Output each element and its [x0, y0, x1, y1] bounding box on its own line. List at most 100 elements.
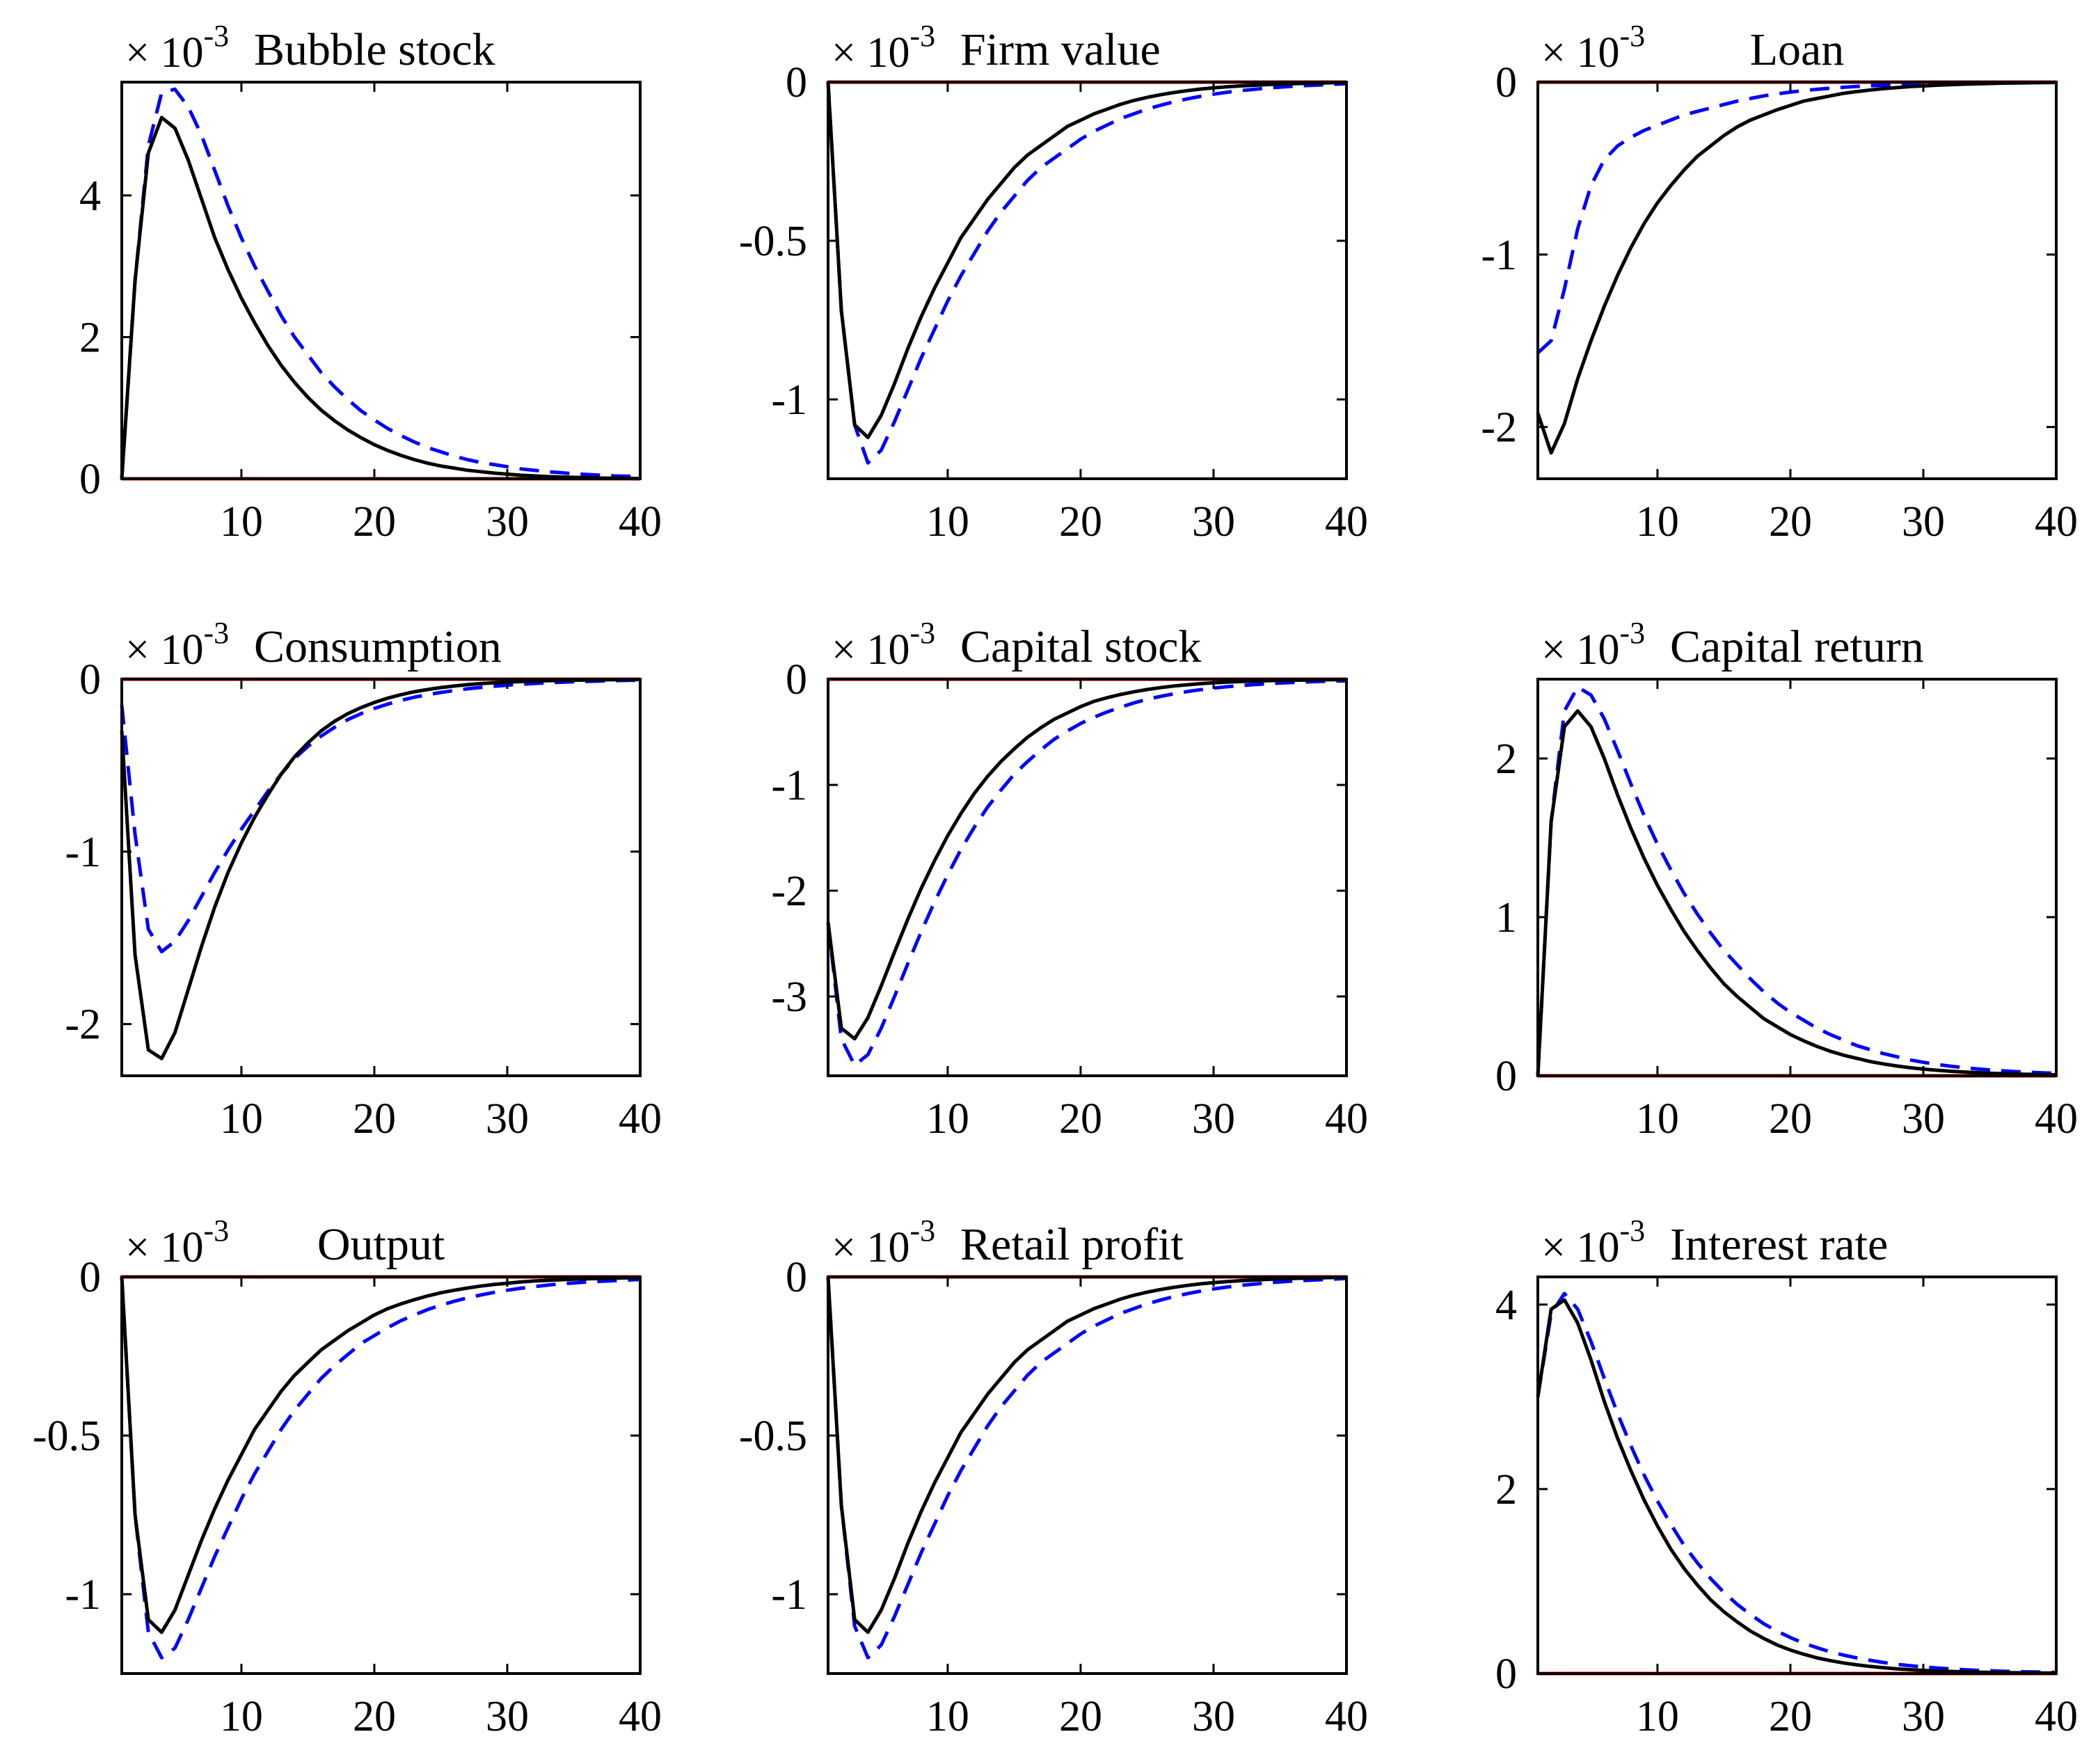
series-line-baseline — [826, 81, 1347, 440]
subplot-title: Retail profit — [960, 1219, 1184, 1270]
series-line-baseline — [1536, 81, 2057, 455]
y-tick-label: 4 — [79, 173, 101, 220]
series-line-baseline — [120, 116, 641, 481]
x-tick-label: 40 — [619, 1693, 662, 1740]
axes-box — [120, 81, 642, 480]
x-tick-label: 30 — [1192, 1693, 1235, 1740]
x-tick-label: 40 — [1325, 1693, 1368, 1740]
series-line-alternative — [120, 678, 641, 954]
x-tick-label: 10 — [1636, 498, 1679, 546]
axes-box — [120, 1276, 642, 1675]
y-tick-label: 0 — [786, 1254, 807, 1301]
series-line-baseline — [1536, 709, 2057, 1077]
axis-scale-base: × 10 — [832, 1224, 909, 1271]
x-tick-label: 30 — [486, 498, 529, 546]
x-tick-label: 10 — [220, 498, 263, 546]
axis-scale-factor: × 10-3 — [1541, 616, 1645, 674]
x-tick-label: 30 — [1192, 498, 1235, 546]
y-tick-label: 1 — [1495, 894, 1517, 941]
x-tick-label: 30 — [1902, 1095, 1945, 1143]
y-tick-label: 0 — [1495, 1053, 1517, 1100]
y-tick-label: 0 — [79, 656, 101, 704]
axis-scale-base: × 10 — [1541, 626, 1619, 674]
axes-box — [1536, 1276, 2058, 1675]
y-tick-label: -1 — [65, 829, 101, 876]
y-tick-label: -2 — [65, 1001, 101, 1049]
x-tick-label: 10 — [926, 498, 969, 546]
subplot-capital-stock: 10 20 30 40-3-2-10× 10-3 Capital stock — [771, 616, 1368, 1143]
axis-scale-exponent: -3 — [1619, 616, 1645, 650]
x-tick-label: 40 — [1325, 498, 1368, 546]
x-tick-label: 20 — [1769, 1693, 1812, 1740]
axis-scale-exponent: -3 — [203, 1214, 229, 1248]
x-tick-label: 20 — [353, 1693, 396, 1740]
series-line-alternative — [1536, 1292, 2057, 1674]
axis-scale-factor: × 10-3 — [125, 1214, 229, 1271]
axis-scale-factor: × 10-3 — [1541, 1214, 1645, 1271]
x-tick-label: 30 — [1192, 1095, 1235, 1143]
axis-scale-exponent: -3 — [909, 616, 935, 650]
x-tick-label: 10 — [926, 1095, 969, 1143]
axes-box — [1536, 81, 2058, 480]
axes-box — [120, 678, 642, 1077]
y-tick-label: -1 — [771, 1571, 807, 1619]
y-tick-label: 0 — [79, 456, 101, 503]
axes-box — [1536, 678, 2058, 1077]
x-tick-label: 20 — [1059, 1693, 1102, 1740]
y-tick-label: 2 — [79, 314, 101, 361]
axis-scale-base: × 10 — [1541, 29, 1619, 77]
axes-box — [827, 678, 1348, 1077]
subplot-title: Consumption — [254, 621, 502, 672]
subplot-title: Bubble stock — [254, 24, 495, 75]
x-tick-label: 10 — [1636, 1693, 1679, 1740]
subplot-title: Firm value — [960, 24, 1161, 75]
axis-scale-base: × 10 — [125, 29, 203, 77]
subplot-interest-rate: 10 20 30 40 0 2 4 × 10-3 Interest rate — [1495, 1214, 2078, 1740]
series-line-alternative — [120, 87, 641, 479]
series-line-alternative — [826, 81, 1347, 465]
axis-scale-exponent: -3 — [1619, 1214, 1645, 1248]
x-tick-label: 30 — [1902, 498, 1945, 546]
axis-scale-factor: × 10-3 — [125, 616, 229, 674]
subplot-output: 10 20 30 40 -1 -0.5 0 × 10-3 Output — [33, 1214, 662, 1740]
axis-scale-exponent: -3 — [909, 1214, 935, 1248]
y-tick-label: -1 — [771, 762, 807, 809]
y-tick-label: -1 — [65, 1571, 101, 1619]
series-line-alternative — [826, 1276, 1347, 1660]
x-tick-label: 40 — [2035, 498, 2078, 546]
y-tick-label: -1 — [1481, 232, 1517, 279]
subplot-firm-value: 10 20 30 40 -1 -0.5 0 × 10-3 Firm value — [739, 19, 1368, 546]
axis-scale-factor: × 10-3 — [832, 616, 935, 674]
axis-scale-base: × 10 — [1541, 1224, 1619, 1271]
subplot-title: Interest rate — [1670, 1219, 1888, 1270]
subplot-retail-profit: 10 20 30 40 -1 -0.5 0 × 10-3 Retail profit — [739, 1214, 1368, 1740]
y-tick-label: -3 — [771, 974, 807, 1021]
y-tick-label: -0.5 — [33, 1413, 101, 1460]
subplot-title: Output — [317, 1219, 445, 1270]
axis-scale-base: × 10 — [832, 626, 909, 674]
subplot-loan: 10 20 30 40 -2 -1 0 × 10-3 Loan — [1481, 19, 2078, 546]
y-tick-label: -1 — [771, 376, 807, 424]
y-tick-label: 0 — [786, 59, 807, 106]
series-line-baseline — [826, 1276, 1347, 1635]
axis-scale-factor: × 10-3 — [1541, 19, 1645, 77]
axis-scale-exponent: -3 — [1619, 19, 1645, 53]
series-line-baseline — [120, 1276, 641, 1635]
y-tick-label: 0 — [1495, 1651, 1517, 1698]
axis-scale-factor: × 10-3 — [832, 1214, 935, 1271]
series-line-alternative — [120, 1276, 641, 1660]
axis-scale-exponent: -3 — [909, 19, 935, 53]
y-tick-label: 4 — [1495, 1282, 1517, 1329]
y-tick-label: 0 — [79, 1254, 101, 1301]
series-line-baseline — [1536, 1298, 2057, 1675]
x-tick-label: 40 — [619, 1095, 662, 1143]
subplot-title: Loan — [1750, 24, 1845, 75]
x-tick-label: 40 — [2035, 1095, 2078, 1143]
x-tick-label: 40 — [1325, 1095, 1368, 1143]
subplot-title: Capital stock — [960, 621, 1201, 672]
series-line-baseline — [826, 678, 1347, 1041]
x-tick-label: 10 — [220, 1095, 263, 1143]
axes-box — [827, 81, 1348, 480]
axis-scale-exponent: -3 — [203, 19, 229, 53]
